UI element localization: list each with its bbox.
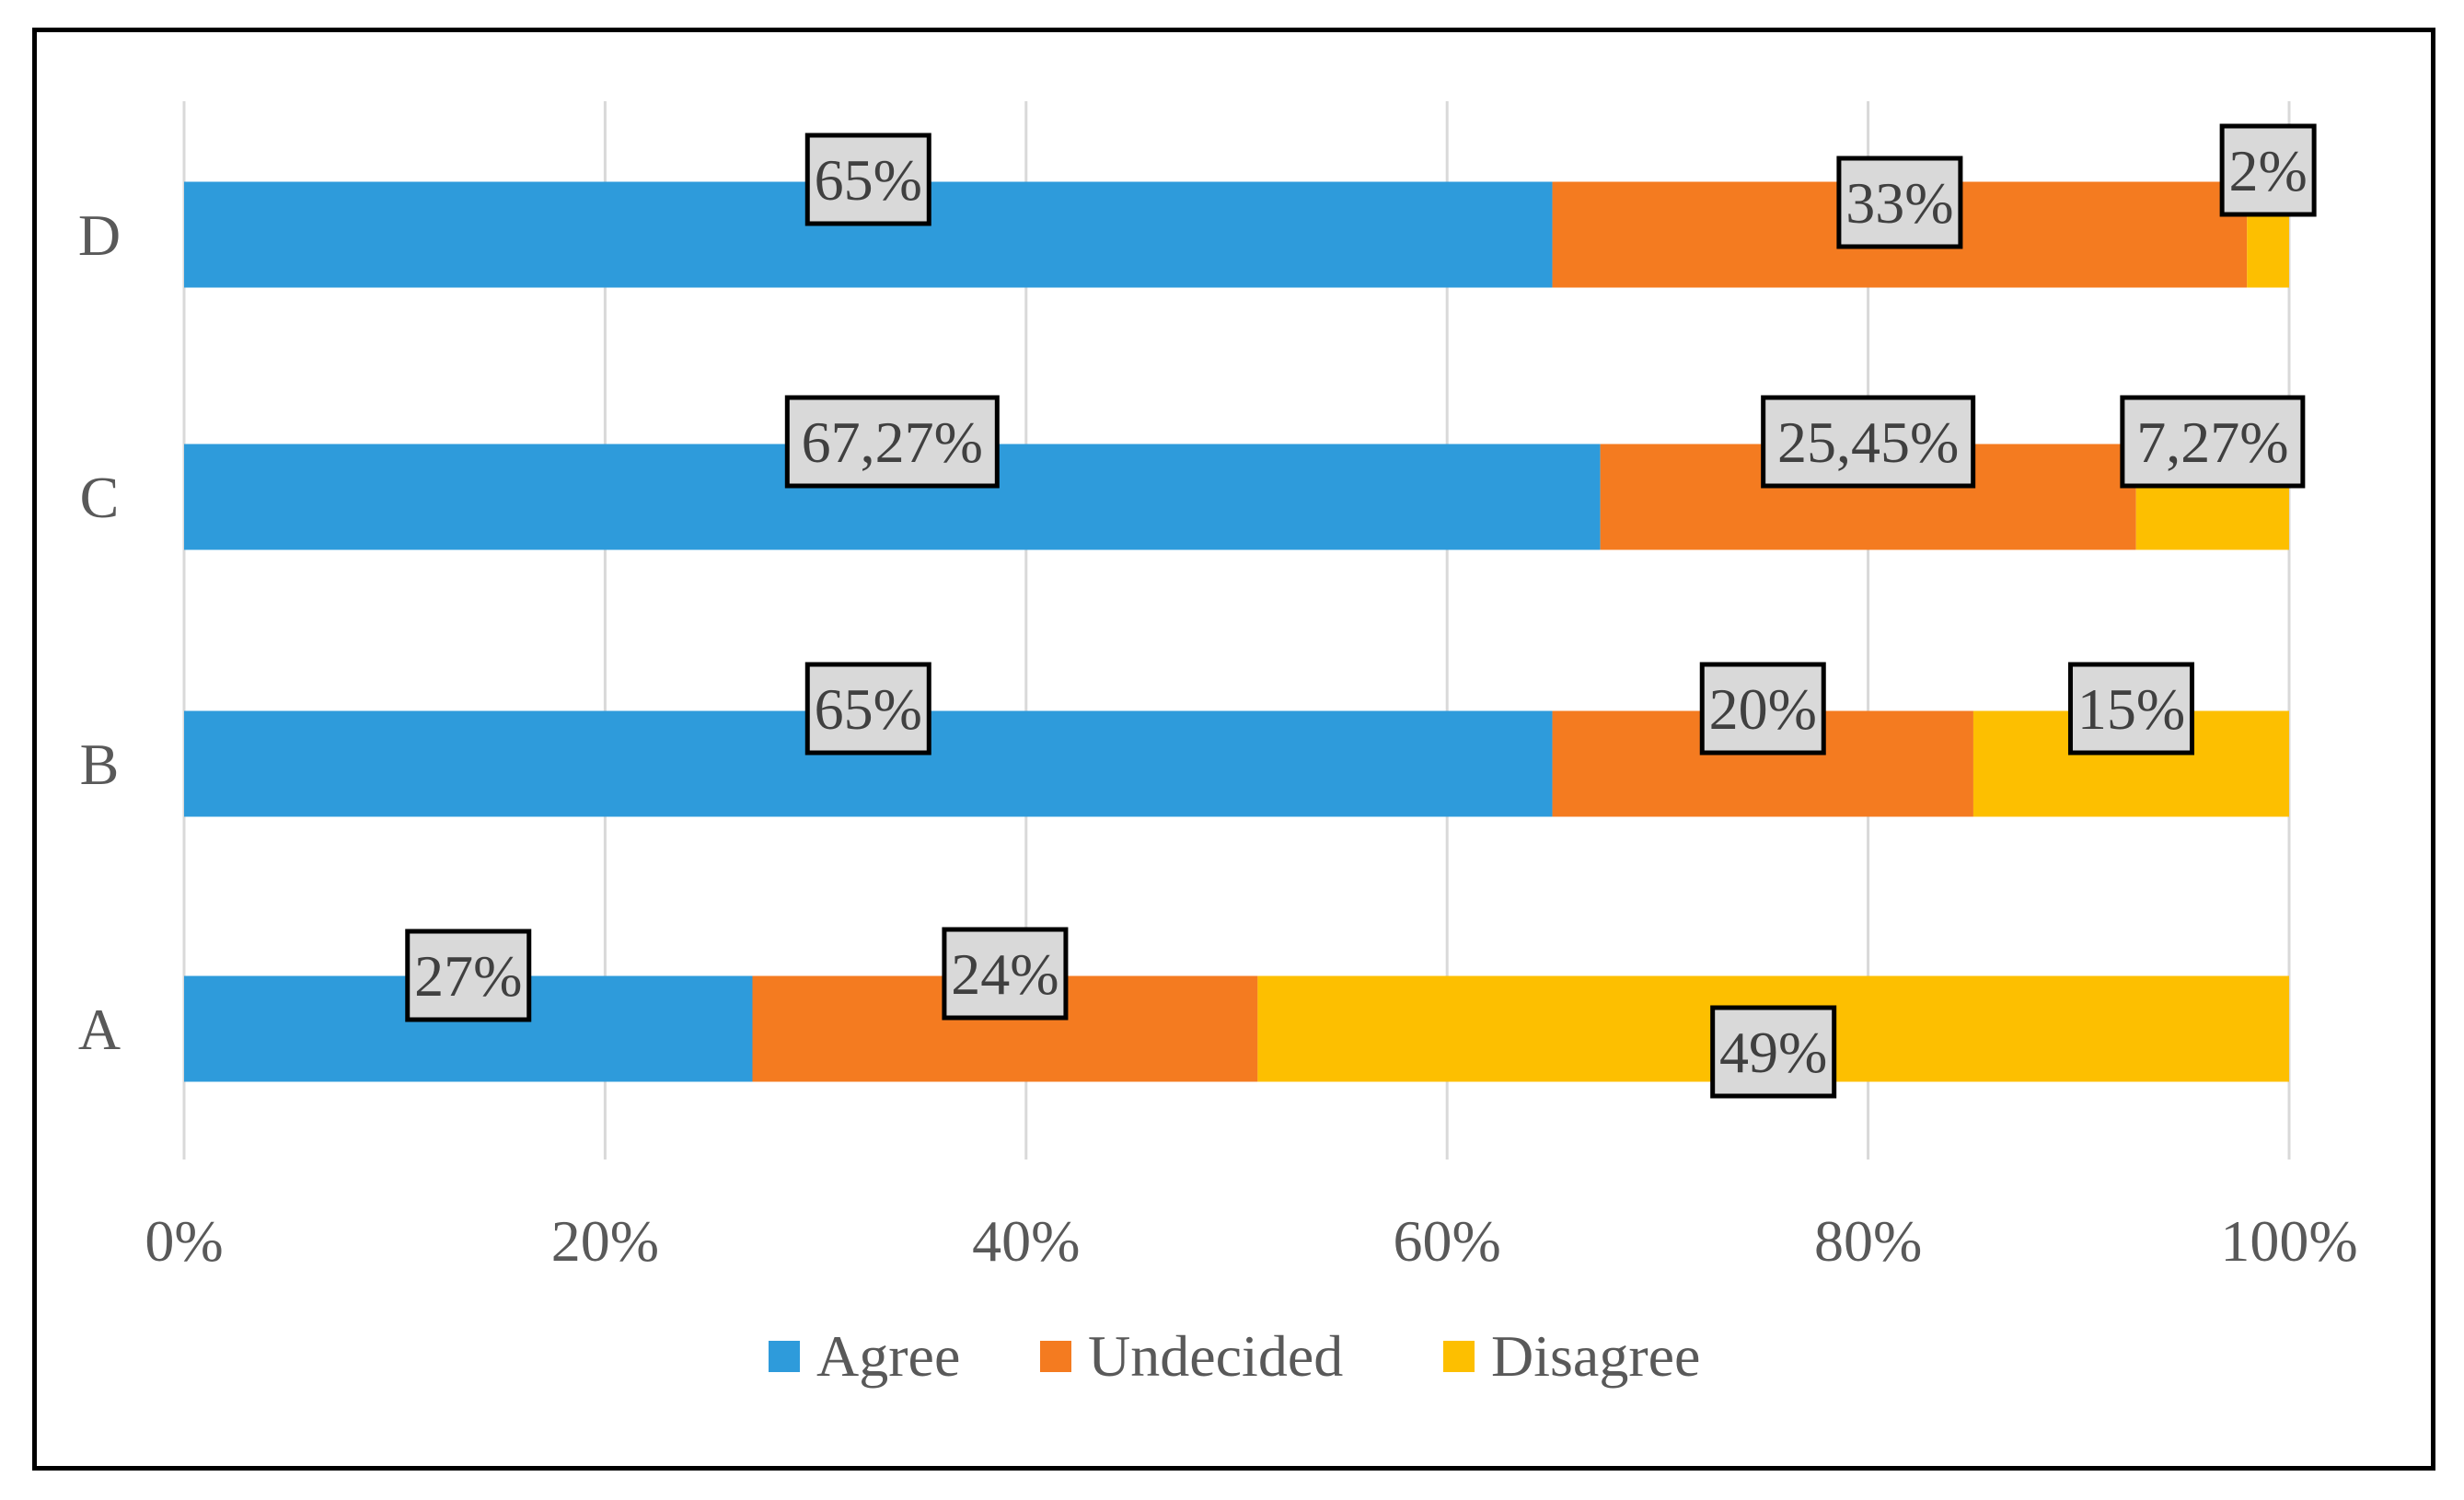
- data-label-c-agree: 67,27%: [784, 395, 1000, 489]
- data-label-box: [2067, 662, 2194, 756]
- data-label-b-agree: 65%: [804, 662, 931, 756]
- x-tick-label-40: 40%: [972, 1208, 1080, 1274]
- x-tick-label-100: 100%: [2220, 1208, 2357, 1274]
- x-tick-label-0: 0%: [145, 1208, 223, 1274]
- data-label-c-disagree: 7,27%: [2120, 395, 2306, 489]
- data-label-d-undecided: 33%: [1836, 156, 1963, 249]
- data-label-text: 15%: [2077, 676, 2185, 742]
- x-tick-label-60: 60%: [1394, 1208, 1501, 1274]
- data-label-b-undecided: 20%: [1699, 662, 1826, 756]
- legend-label-undecided: Undecided: [1088, 1323, 1343, 1389]
- category-label-c: C: [80, 465, 120, 530]
- data-label-text: 20%: [1709, 676, 1817, 742]
- data-label-text: 33%: [1845, 170, 1953, 236]
- data-label-box: [1836, 156, 1963, 249]
- legend-label-disagree: Disagree: [1491, 1323, 1700, 1389]
- legend-swatch-undecided: [1040, 1341, 1071, 1372]
- x-tick-label-20: 20%: [551, 1208, 659, 1274]
- data-label-box: [2219, 123, 2317, 217]
- data-label-d-disagree: 2%: [2219, 123, 2317, 217]
- legend-swatch-disagree: [1443, 1341, 1475, 1372]
- data-label-box: [2120, 395, 2306, 489]
- data-label-text: 24%: [951, 941, 1058, 1007]
- data-label-text: 67,27%: [802, 410, 983, 475]
- data-label-b-disagree: 15%: [2067, 662, 2194, 756]
- data-label-text: 25,45%: [1777, 410, 1959, 475]
- data-label-box: [1710, 1005, 1837, 1099]
- x-tick-label-80: 80%: [1814, 1208, 1922, 1274]
- data-label-text: 2%: [2228, 138, 2307, 203]
- data-label-a-undecided: 24%: [942, 927, 1069, 1021]
- data-label-a-agree: 27%: [405, 929, 532, 1022]
- data-label-d-agree: 65%: [804, 133, 931, 226]
- data-label-box: [1761, 395, 1976, 489]
- data-label-box: [405, 929, 532, 1022]
- legend-label-agree: Agree: [816, 1323, 960, 1389]
- category-label-d: D: [78, 202, 121, 268]
- data-label-c-undecided: 25,45%: [1761, 395, 1976, 489]
- data-label-text: 7,27%: [2136, 410, 2288, 475]
- data-label-box: [804, 133, 931, 226]
- data-label-text: 27%: [414, 943, 522, 1009]
- category-label-b: B: [80, 732, 120, 797]
- data-label-text: 65%: [815, 147, 922, 213]
- data-label-text: 49%: [1719, 1020, 1827, 1085]
- data-label-box: [942, 927, 1069, 1021]
- data-label-box: [804, 662, 931, 756]
- data-label-text: 65%: [815, 676, 922, 742]
- category-label-a: A: [78, 997, 121, 1062]
- data-label-box: [1699, 662, 1826, 756]
- legend-swatch-agree: [769, 1341, 800, 1372]
- data-label-a-disagree: 49%: [1710, 1005, 1837, 1099]
- data-label-box: [784, 395, 1000, 489]
